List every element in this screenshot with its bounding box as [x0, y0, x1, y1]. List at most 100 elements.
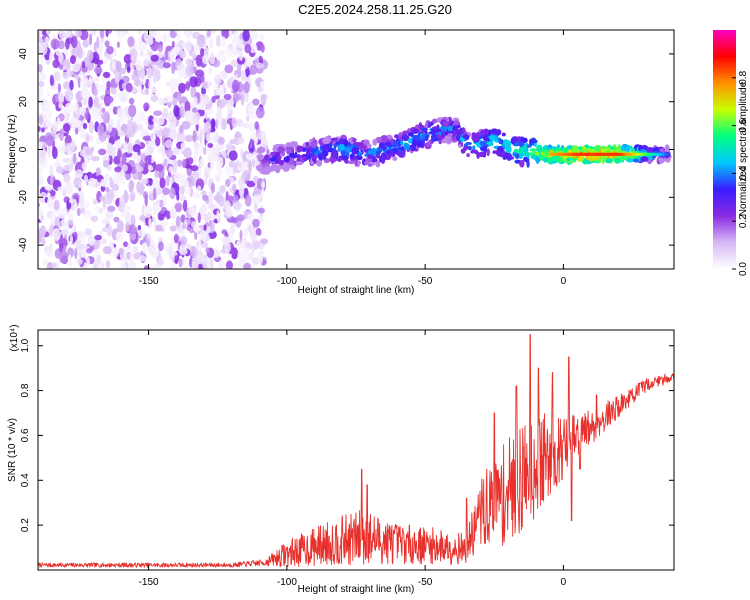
- spectral-cell: [116, 41, 120, 48]
- spectral-cell: [407, 132, 414, 137]
- spectral-cell: [612, 144, 617, 151]
- spectral-cell: [659, 152, 663, 156]
- spectral-cell: [49, 85, 58, 91]
- spectral-cell: [130, 121, 138, 134]
- spectral-cell: [416, 139, 422, 148]
- spectral-cell: [179, 105, 184, 117]
- spectral-cell: [94, 205, 101, 215]
- spectral-cell: [440, 130, 446, 139]
- spectral-cell: [649, 152, 653, 156]
- spectral-cell: [237, 137, 245, 145]
- spectrogram-y-tick-label: -20: [18, 190, 29, 205]
- spectral-cell: [566, 157, 572, 162]
- spectral-cell: [79, 128, 87, 139]
- spectral-cell: [617, 152, 621, 156]
- spectral-cell: [75, 239, 82, 251]
- spectral-cell: [119, 96, 128, 103]
- spectral-cell: [612, 152, 616, 156]
- spectral-cell: [505, 145, 512, 154]
- spectral-cell: [157, 241, 164, 252]
- spectral-cell: [535, 151, 540, 156]
- spectral-cell: [226, 101, 231, 114]
- spectral-cell: [165, 148, 173, 159]
- spectral-cell: [105, 186, 110, 193]
- spectral-cell: [140, 88, 147, 96]
- spectral-cell: [207, 211, 212, 219]
- spectral-cell: [102, 159, 110, 168]
- spectral-cell: [47, 197, 53, 208]
- spectral-cell: [63, 58, 71, 67]
- spectral-cell: [375, 150, 381, 156]
- spectral-cell: [557, 157, 563, 164]
- snr-frame: [37, 329, 675, 571]
- spectral-cell: [194, 231, 198, 241]
- spectral-cell: [526, 144, 532, 148]
- snr-x-tick-label: 0: [561, 577, 567, 588]
- spectral-cell: [248, 102, 255, 115]
- spectral-cell: [123, 54, 132, 64]
- spectral-cell: [295, 161, 303, 166]
- spectral-cell: [660, 152, 664, 156]
- spectral-cell: [112, 60, 116, 71]
- spectral-cell: [120, 262, 127, 269]
- spectral-cell: [52, 228, 61, 242]
- spectral-cell: [38, 166, 43, 176]
- spectral-cell: [210, 259, 214, 269]
- spectral-cell: [56, 117, 61, 126]
- spectral-cell: [49, 51, 54, 63]
- spectral-cell: [210, 160, 215, 172]
- spectral-cell: [620, 152, 624, 156]
- spectral-cell: [99, 195, 106, 202]
- spectral-cell: [594, 146, 601, 152]
- spectral-cell: [136, 123, 144, 131]
- spectral-cell: [617, 144, 621, 152]
- spectral-cell: [211, 214, 216, 220]
- spectral-cell: [624, 146, 630, 152]
- spectral-cell: [335, 141, 340, 145]
- spectral-cell: [611, 152, 614, 156]
- spectral-cell: [632, 152, 636, 156]
- spectral-cell: [186, 218, 191, 225]
- spectral-cell: [116, 119, 121, 131]
- spectral-cell: [191, 258, 199, 269]
- spectral-cell: [242, 30, 250, 42]
- spectral-cell: [199, 131, 203, 144]
- spectral-cell: [41, 127, 45, 133]
- spectral-cell: [635, 152, 639, 156]
- spectral-cell: [367, 150, 373, 155]
- colorbar-tick-label: 0.8: [738, 70, 749, 84]
- spectral-cell: [150, 263, 157, 269]
- spectral-cell: [128, 224, 136, 235]
- spectral-cell: [236, 240, 242, 252]
- spectral-cell: [146, 67, 153, 79]
- spectral-cell: [153, 125, 157, 132]
- spectral-cell: [92, 108, 101, 120]
- spectral-cell: [392, 140, 399, 148]
- spectral-cell: [294, 151, 298, 159]
- spectral-cell: [614, 152, 618, 156]
- spectral-cell: [227, 195, 234, 202]
- spectral-cell: [105, 260, 111, 269]
- spectral-cell: [42, 259, 49, 266]
- spectrogram-x-label: Height of straight line (km): [298, 285, 415, 296]
- spectral-cell: [81, 61, 86, 69]
- spectral-cell: [169, 49, 177, 62]
- spectral-cell: [236, 214, 246, 222]
- spectral-cell: [244, 43, 252, 54]
- spectral-cell: [155, 136, 161, 147]
- spectral-cell: [128, 179, 134, 193]
- spectral-cell: [410, 146, 415, 152]
- spectral-cell: [117, 149, 123, 158]
- spectral-cell: [53, 199, 60, 211]
- spectral-cell: [255, 228, 262, 236]
- spectral-cell: [302, 156, 306, 160]
- spectral-cell: [91, 155, 100, 162]
- spectral-cell: [76, 46, 83, 59]
- spectral-cell: [102, 71, 111, 79]
- spectral-cell: [201, 81, 209, 89]
- spectral-cell: [199, 129, 206, 135]
- spectral-cell: [88, 76, 92, 89]
- spectral-cell: [80, 208, 86, 214]
- spectral-cell: [260, 94, 268, 101]
- spectral-cell: [57, 83, 62, 94]
